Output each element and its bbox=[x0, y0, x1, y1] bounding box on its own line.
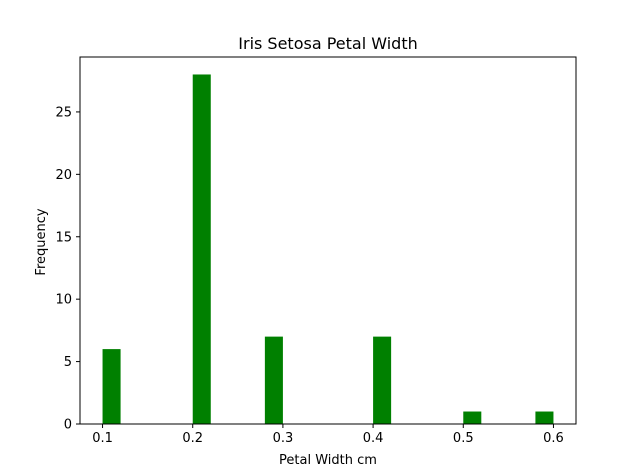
chart-title: Iris Setosa Petal Width bbox=[238, 34, 417, 53]
histogram-bar bbox=[463, 412, 481, 424]
x-tick-label: 0.2 bbox=[182, 431, 203, 446]
histogram-bar bbox=[193, 74, 211, 424]
y-tick-label: 25 bbox=[55, 105, 72, 120]
y-tick-label: 20 bbox=[55, 168, 72, 183]
x-tick-label: 0.1 bbox=[92, 431, 113, 446]
x-tick-label: 0.6 bbox=[543, 431, 564, 446]
x-tick-label: 0.5 bbox=[453, 431, 474, 446]
x-axis-title: Petal Width cm bbox=[279, 453, 377, 468]
x-tick-label: 0.4 bbox=[363, 431, 384, 446]
y-tick-label: 5 bbox=[64, 355, 72, 370]
y-tick-label: 15 bbox=[55, 230, 72, 245]
histogram-bar bbox=[535, 412, 553, 424]
histogram-bar bbox=[103, 349, 121, 424]
y-axis-title: Frequency bbox=[34, 208, 49, 275]
y-tick-label: 10 bbox=[55, 293, 72, 308]
x-tick-label: 0.3 bbox=[273, 431, 294, 446]
histogram-bar bbox=[373, 337, 391, 424]
y-tick-label: 0 bbox=[64, 418, 72, 433]
histogram-bar bbox=[265, 337, 283, 424]
